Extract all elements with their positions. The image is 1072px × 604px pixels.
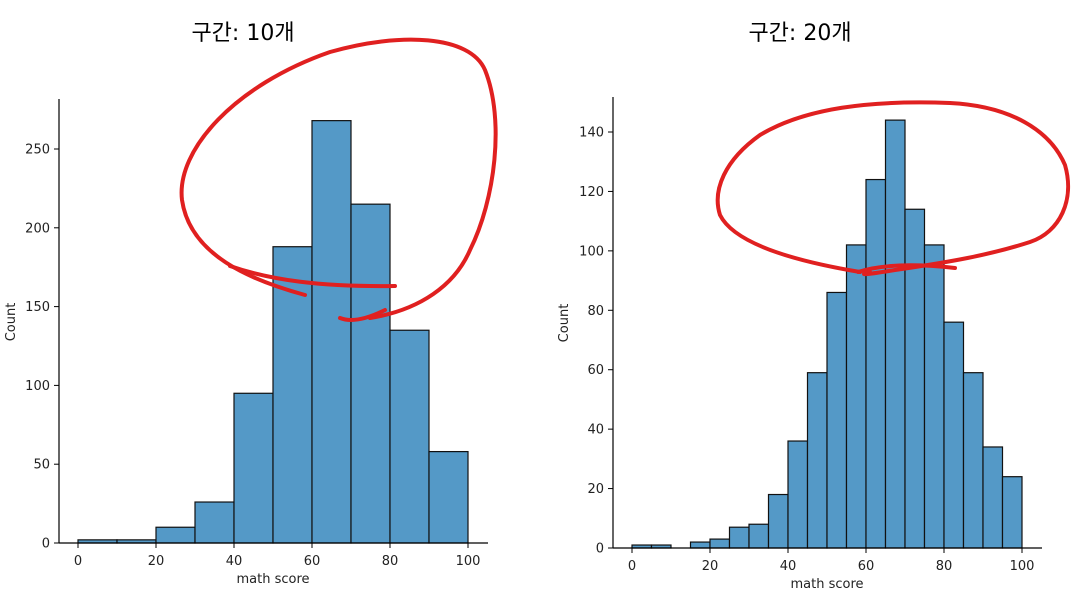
histogram-bar — [350, 203, 391, 544]
histogram-bar — [233, 392, 274, 544]
left-underline-annotation — [228, 264, 397, 289]
histogram-bar — [748, 523, 770, 549]
chart-title: 구간: 20개 — [748, 21, 851, 46]
y-tick-label: 100 — [579, 244, 604, 259]
histogram-bar — [194, 501, 235, 544]
histogram-bar — [845, 244, 867, 549]
histogram-bar — [806, 372, 828, 549]
x-tick-label: 0 — [628, 559, 636, 574]
y-tick-label: 50 — [33, 458, 50, 473]
red-ink-annotations — [179, 37, 1071, 322]
y-tick-label: 120 — [579, 185, 604, 200]
x-axis-ticks: 0 20 40 60 80 100 — [74, 543, 481, 569]
x-tick-label: 80 — [382, 554, 399, 569]
left-hook-annotation — [338, 308, 387, 322]
x-axis-ticks: 0 20 40 60 80 100 — [628, 548, 1035, 574]
histogram-bar — [389, 329, 430, 544]
y-tick-label: 80 — [587, 304, 604, 319]
x-tick-label: 100 — [456, 554, 481, 569]
y-axis-ticks: 0 50 100 150 200 250 — [25, 143, 59, 552]
x-tick-label: 20 — [148, 554, 165, 569]
y-axis-ticks: 0 20 40 60 80 100 120 140 — [579, 126, 613, 557]
y-tick-label: 100 — [25, 379, 50, 394]
histogram-bar — [962, 372, 984, 549]
x-axis-label: math score — [790, 577, 863, 592]
y-axis-label: Count — [4, 303, 19, 342]
histogram-bar — [982, 446, 1004, 549]
histogram-bar — [865, 178, 887, 549]
histogram-bar — [311, 120, 352, 544]
right-ellipse-annotation — [715, 100, 1071, 277]
y-tick-label: 200 — [25, 221, 50, 236]
y-tick-label: 150 — [25, 300, 50, 315]
y-tick-label: 140 — [579, 126, 604, 141]
histogram-bar — [1001, 476, 1023, 549]
x-tick-label: 20 — [702, 559, 719, 574]
x-tick-label: 80 — [936, 559, 953, 574]
x-tick-label: 40 — [226, 554, 243, 569]
histogram-bar — [826, 291, 848, 549]
y-tick-label: 0 — [596, 542, 604, 557]
x-tick-label: 0 — [74, 554, 82, 569]
y-tick-label: 250 — [25, 143, 50, 158]
x-tick-label: 100 — [1010, 559, 1035, 574]
histogram-bar — [709, 538, 731, 549]
y-tick-label: 0 — [42, 537, 50, 552]
y-tick-label: 20 — [587, 482, 604, 497]
histogram-bar — [904, 208, 926, 549]
x-axis-label: math score — [236, 572, 309, 587]
histogram-bar — [884, 119, 906, 549]
bars-group — [631, 119, 1023, 549]
histogram-bar — [689, 541, 711, 549]
histogram-bar — [767, 493, 789, 549]
x-tick-label: 60 — [858, 559, 875, 574]
left-ellipse-annotation — [179, 37, 498, 320]
x-tick-label: 40 — [780, 559, 797, 574]
histogram-bar — [923, 244, 945, 549]
y-tick-label: 60 — [587, 363, 604, 378]
chart-title: 구간: 10개 — [191, 21, 294, 46]
histogram-bar — [943, 321, 965, 549]
histogram-bar — [787, 440, 809, 549]
x-tick-label: 60 — [304, 554, 321, 569]
y-tick-label: 40 — [587, 423, 604, 438]
right-underline-annotation — [856, 263, 957, 274]
histogram-bar — [728, 526, 750, 549]
bars-group — [77, 120, 469, 544]
histogram-bar — [155, 526, 196, 544]
histogram-bar — [428, 450, 469, 544]
y-axis-label: Count — [557, 304, 572, 343]
